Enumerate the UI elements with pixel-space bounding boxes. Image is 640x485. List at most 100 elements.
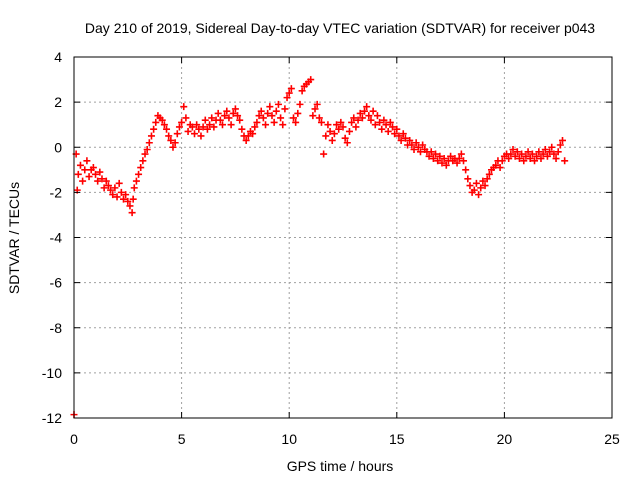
data-point [358,114,366,122]
data-point [96,168,104,176]
data-point [169,143,177,151]
data-point [296,100,304,108]
data-point [141,150,149,158]
data-point [122,191,130,199]
data-points [70,76,569,419]
data-point [79,177,87,185]
data-point [386,118,394,126]
data-point [83,157,91,165]
data-point [294,109,302,117]
data-point [345,127,353,135]
data-point [124,197,132,205]
data-point [324,121,332,129]
chart-title: Day 210 of 2019, Sidereal Day-to-day VTE… [85,20,595,36]
data-point [457,150,465,158]
data-point [255,112,263,120]
data-point [507,150,515,158]
x-tick-label: 20 [497,431,513,447]
data-point [272,107,280,115]
data-point [218,121,226,129]
data-point [425,152,433,160]
data-point [515,155,523,163]
data-point [442,161,450,169]
y-tick-label: -2 [50,184,63,200]
x-tick-label: 15 [389,431,405,447]
data-point [393,125,401,133]
data-point [264,109,272,117]
data-point [259,114,267,122]
data-point [309,112,317,120]
data-point [313,100,321,108]
y-tick-label: -10 [42,365,62,381]
data-point [367,116,375,124]
data-point [130,184,138,192]
data-point [363,103,371,111]
data-point [440,155,448,163]
data-point [100,184,108,192]
data-point [178,118,186,126]
data-point [132,177,140,185]
data-point [223,107,231,115]
data-point [251,123,259,131]
data-point [453,159,461,167]
data-point [242,136,250,144]
data-point [348,118,356,126]
data-point [356,109,364,117]
data-point [391,130,399,138]
data-point [236,116,244,124]
axis-ticks: 0 5 10 15 20 25 -12 -10 -8 -6 -4 -2 0 2 4 [42,49,620,447]
data-point [333,121,341,129]
data-point [376,118,384,126]
data-point [167,136,175,144]
data-point [128,209,136,217]
data-point [561,157,569,165]
data-point [117,188,125,196]
data-point [341,134,349,142]
data-point [225,114,233,122]
data-point [188,123,196,131]
data-point [298,87,306,95]
data-point [483,175,491,183]
data-point [221,112,229,120]
data-point [427,148,435,156]
y-tick-label: 2 [54,94,62,110]
data-point [279,121,287,129]
data-point [546,148,554,156]
data-point [135,170,143,178]
data-point [477,184,485,192]
data-point [395,132,403,140]
data-point [214,109,222,117]
data-point [109,191,117,199]
data-point [203,125,211,133]
data-point [104,182,112,190]
y-tick-label: 4 [54,49,62,65]
data-point [238,125,246,133]
data-point [111,184,119,192]
data-point [496,164,504,172]
data-point [113,193,121,201]
data-point [382,121,390,129]
data-point [171,139,179,147]
data-point [526,155,534,163]
data-point [139,157,147,165]
data-point [455,155,463,163]
data-point [410,146,418,154]
data-point [462,166,470,174]
data-point [408,141,416,149]
data-point [466,182,474,190]
data-point [492,161,500,169]
y-tick-label: -4 [50,230,63,246]
data-point [145,139,153,147]
y-tick-label: -6 [50,275,63,291]
data-point [406,136,414,144]
data-point [311,105,319,113]
data-point [505,155,513,163]
data-point [249,130,257,138]
data-point [152,118,160,126]
data-point [447,152,455,160]
data-point [401,134,409,142]
data-point [518,150,526,158]
data-point [513,148,521,156]
data-point [537,155,545,163]
